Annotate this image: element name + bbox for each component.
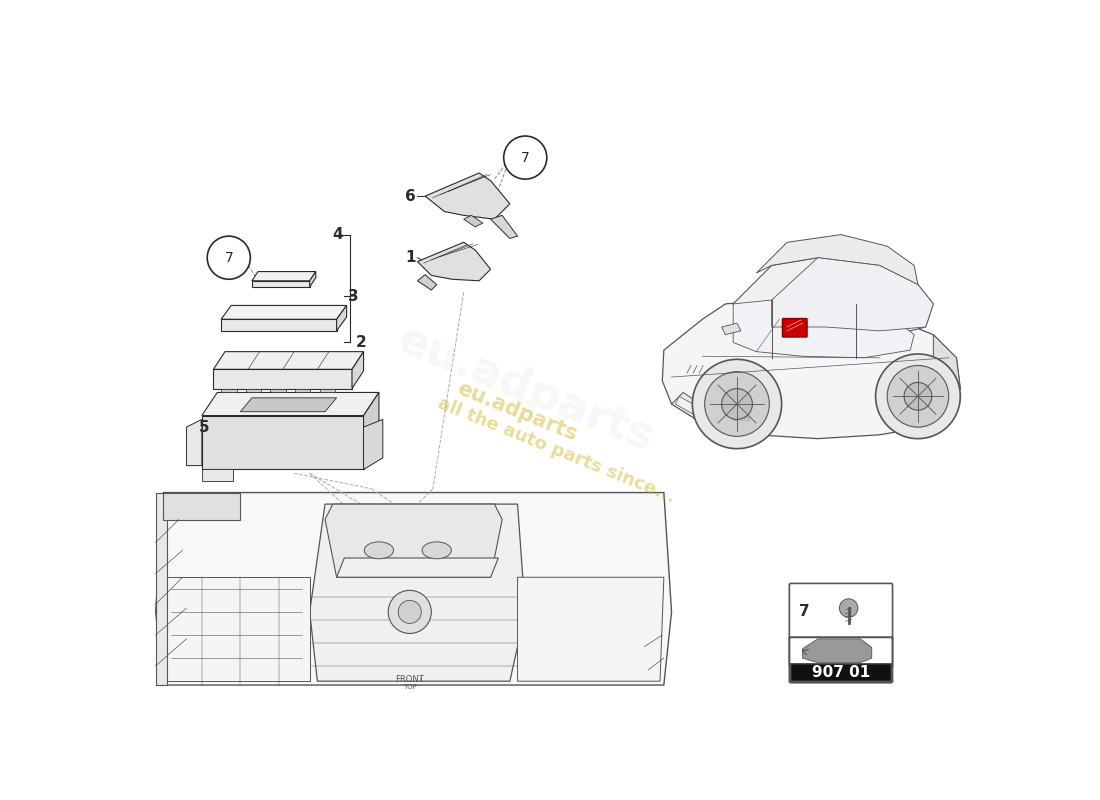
Polygon shape: [733, 258, 933, 334]
Polygon shape: [733, 300, 914, 358]
Text: all the auto parts since...: all the auto parts since...: [434, 394, 678, 506]
Circle shape: [207, 236, 251, 279]
Circle shape: [876, 354, 960, 438]
Polygon shape: [326, 504, 502, 578]
Text: 2: 2: [356, 335, 366, 350]
Polygon shape: [310, 271, 316, 287]
Polygon shape: [363, 393, 378, 470]
Polygon shape: [363, 419, 383, 470]
Text: 907 01: 907 01: [812, 666, 870, 680]
Polygon shape: [722, 323, 741, 334]
Polygon shape: [310, 504, 526, 682]
Polygon shape: [252, 271, 316, 281]
Text: L: L: [419, 677, 422, 682]
Polygon shape: [202, 470, 233, 481]
Polygon shape: [245, 389, 261, 393]
Circle shape: [722, 389, 752, 419]
Text: 1: 1: [406, 250, 416, 266]
Polygon shape: [241, 398, 337, 412]
Text: 3: 3: [348, 289, 359, 304]
Polygon shape: [337, 306, 346, 331]
Polygon shape: [671, 393, 757, 434]
FancyBboxPatch shape: [790, 638, 892, 667]
Text: 7: 7: [224, 250, 233, 265]
Polygon shape: [517, 578, 664, 682]
Polygon shape: [662, 300, 960, 438]
Circle shape: [705, 372, 769, 436]
Polygon shape: [337, 558, 498, 578]
Polygon shape: [803, 639, 871, 662]
Circle shape: [839, 599, 858, 618]
Text: eu.adparts: eu.adparts: [390, 318, 660, 459]
Circle shape: [398, 600, 421, 623]
Text: 7: 7: [521, 150, 529, 165]
Polygon shape: [213, 370, 352, 389]
Polygon shape: [271, 389, 286, 393]
Polygon shape: [221, 319, 337, 331]
Polygon shape: [252, 281, 310, 287]
Polygon shape: [320, 389, 336, 393]
Ellipse shape: [422, 542, 451, 558]
FancyBboxPatch shape: [782, 318, 807, 337]
Ellipse shape: [364, 542, 394, 558]
Polygon shape: [156, 493, 167, 685]
Polygon shape: [418, 242, 491, 281]
Polygon shape: [757, 234, 917, 285]
Polygon shape: [295, 389, 310, 393]
Polygon shape: [186, 419, 202, 466]
Polygon shape: [425, 173, 510, 219]
Text: FRONT: FRONT: [395, 675, 425, 684]
Polygon shape: [156, 493, 671, 685]
Text: 5: 5: [199, 419, 209, 434]
Polygon shape: [221, 389, 236, 393]
Polygon shape: [167, 578, 310, 682]
Text: 7: 7: [800, 605, 810, 619]
Circle shape: [504, 136, 547, 179]
Circle shape: [388, 590, 431, 634]
Polygon shape: [213, 352, 363, 370]
FancyBboxPatch shape: [790, 583, 892, 640]
Polygon shape: [675, 396, 726, 423]
Circle shape: [904, 382, 932, 410]
Polygon shape: [772, 258, 933, 331]
Text: 4: 4: [332, 227, 343, 242]
Polygon shape: [202, 393, 378, 415]
Polygon shape: [464, 215, 483, 227]
Text: TOP: TOP: [403, 683, 417, 690]
Polygon shape: [221, 306, 346, 319]
Bar: [791, 664, 891, 682]
Circle shape: [692, 359, 782, 449]
Polygon shape: [933, 334, 960, 412]
Circle shape: [888, 366, 948, 427]
Polygon shape: [352, 352, 363, 389]
Text: URUS: URUS: [732, 416, 750, 422]
Polygon shape: [202, 415, 363, 470]
Polygon shape: [418, 274, 437, 290]
Polygon shape: [163, 493, 241, 519]
Text: eu.adparts: eu.adparts: [454, 378, 581, 445]
Polygon shape: [491, 215, 517, 238]
Text: 6: 6: [405, 189, 416, 204]
